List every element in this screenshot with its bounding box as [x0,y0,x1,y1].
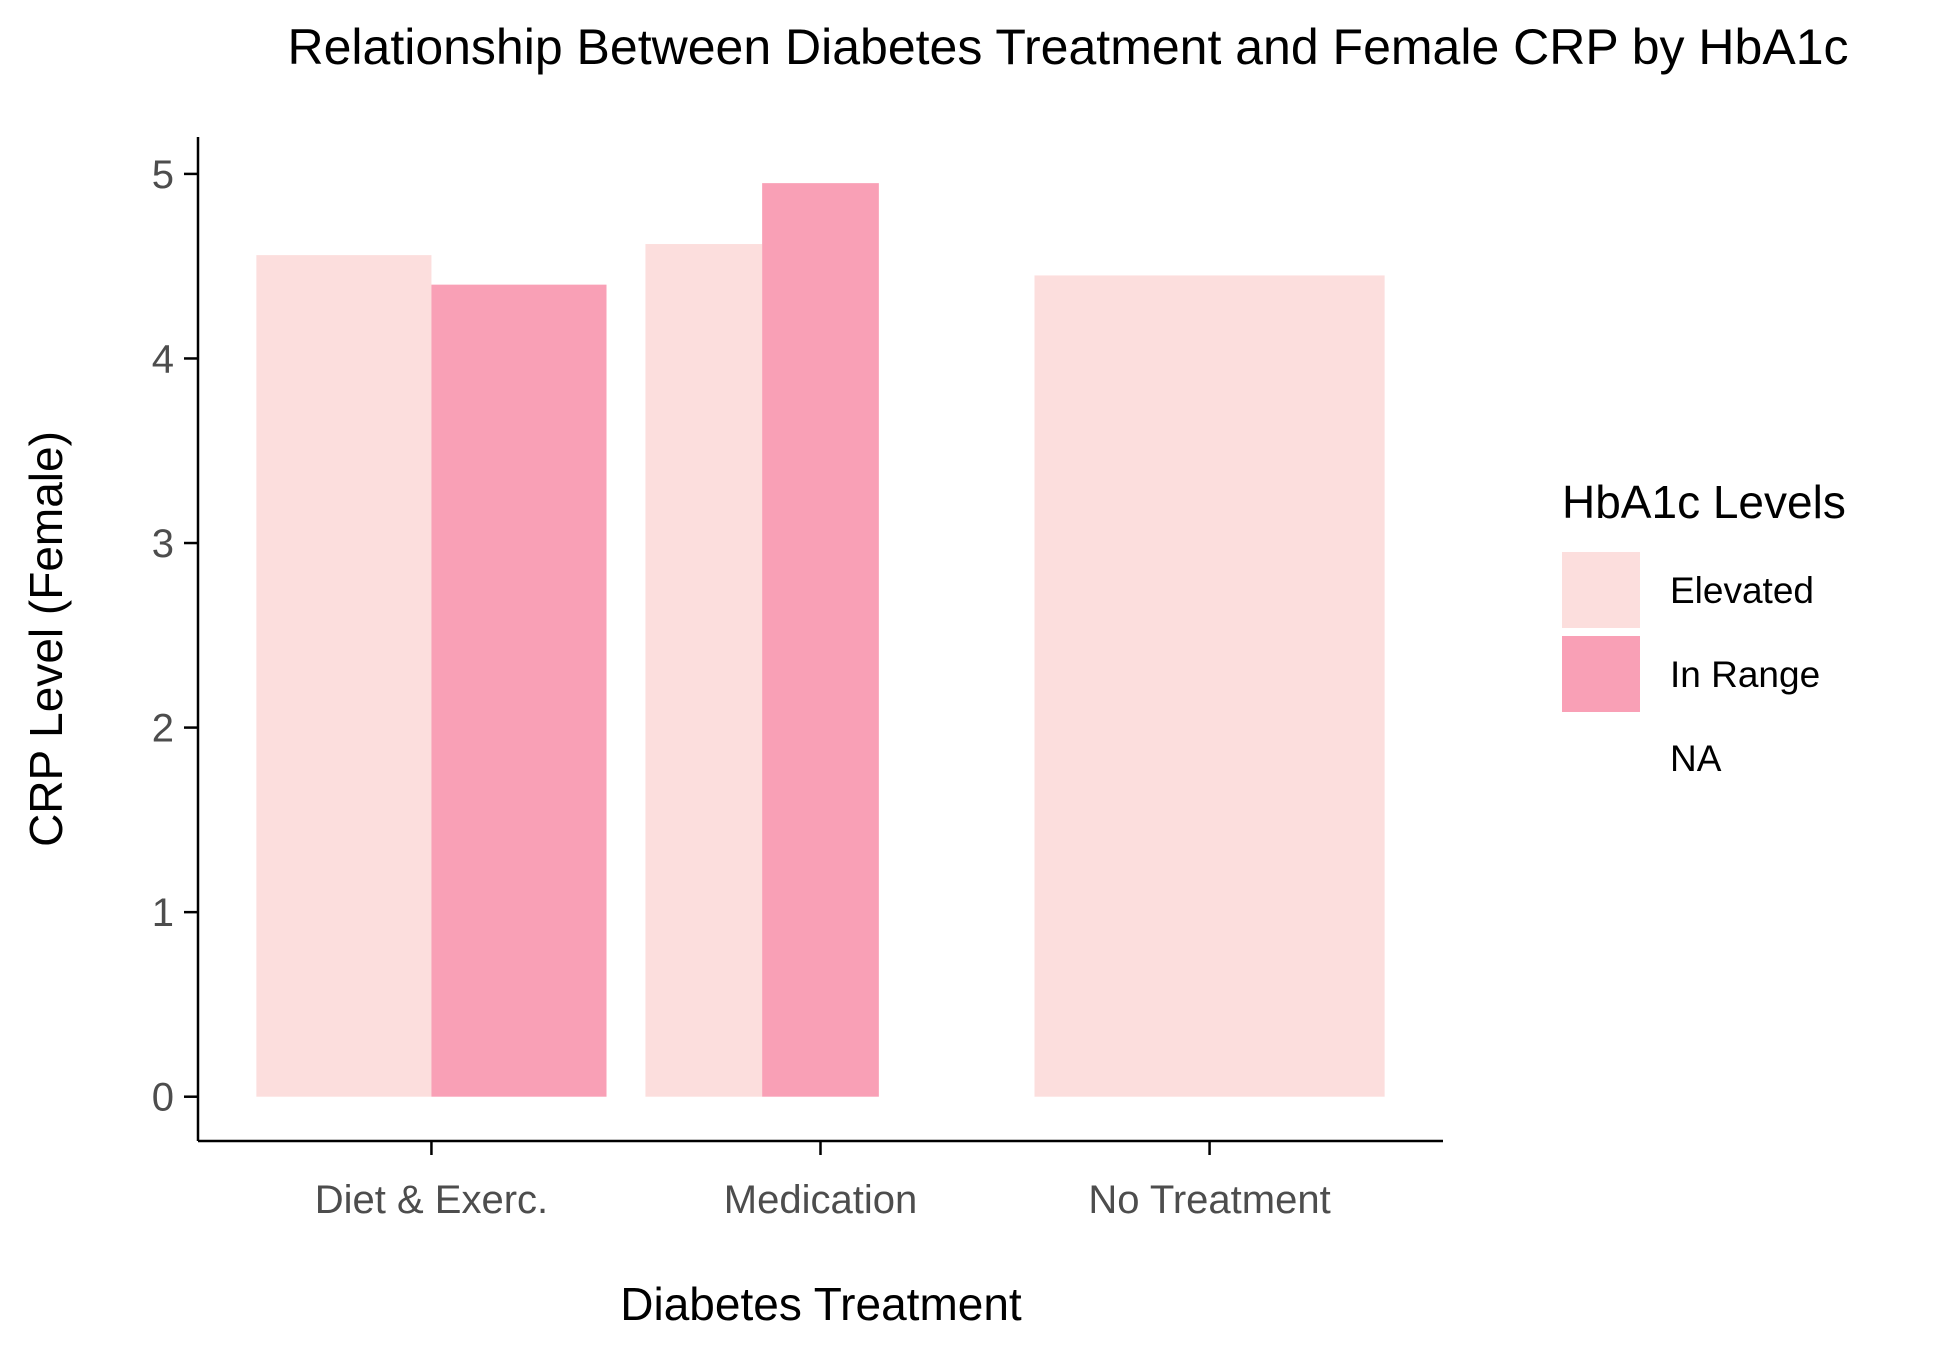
bar-elevated-2 [645,244,763,1097]
x-tick-label: Diet & Exerc. [315,1178,548,1222]
y-tick-label: 4 [152,337,174,381]
bars-layer [256,183,1385,1097]
legend-entries: Elevated In Range NA [1562,552,1820,796]
y-tick-label: 3 [152,522,174,566]
x-axis-title: Diabetes Treatment [620,1278,1022,1330]
legend-key-in-range [1562,636,1640,712]
legend-key-na [1562,720,1640,796]
legend-label: Elevated [1670,570,1814,611]
legend-label: NA [1670,738,1722,779]
y-axis-title: CRP Level (Female) [20,431,72,847]
y-ticks: 0 1 2 3 4 5 [152,153,198,1120]
bar-elevated-1 [256,255,432,1097]
y-tick-label: 0 [152,1076,174,1120]
legend-label: In Range [1670,654,1820,695]
bar-in-range-1 [431,284,607,1097]
bar-elevated-3 [1034,275,1385,1097]
y-tick-label: 2 [152,707,174,751]
bar-in-range-2 [762,183,879,1097]
chart-title: Relationship Between Diabetes Treatment … [287,19,1848,75]
y-tick-label: 1 [152,891,174,935]
legend-key-elevated [1562,552,1640,628]
x-tick-label: No Treatment [1088,1178,1330,1222]
x-tick-label: Medication [724,1178,917,1222]
y-tick-label: 5 [152,153,174,197]
legend: HbA1c Levels Elevated In Range NA [1562,476,1846,796]
x-ticks: Diet & Exerc. Medication No Treatment [315,1141,1331,1222]
legend-title: HbA1c Levels [1562,476,1846,528]
